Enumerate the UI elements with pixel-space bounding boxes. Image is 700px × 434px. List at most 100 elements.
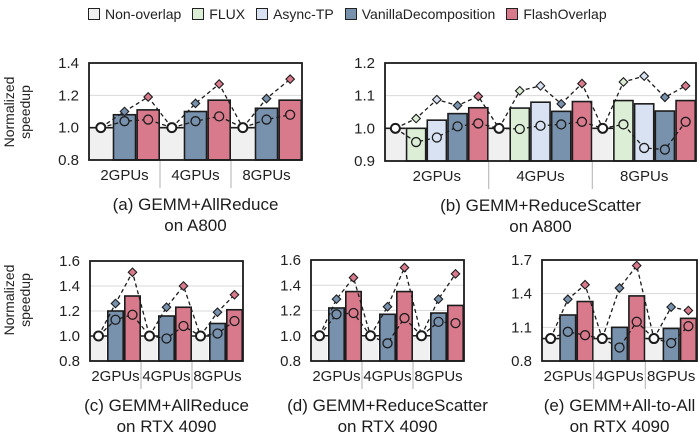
x-tick-label: 2GPUs	[91, 368, 139, 385]
min-marker-circle	[143, 114, 154, 125]
legend-label: Non-overlap	[105, 6, 182, 22]
max-marker-diamond	[576, 78, 587, 89]
bar-vanilladecomposition	[447, 112, 468, 162]
legend-swatch	[256, 8, 269, 20]
bar-flashoverlap	[344, 290, 362, 362]
bar-vanilladecomposition	[378, 313, 396, 362]
max-marker-diamond	[452, 100, 463, 111]
max-dashed-line	[97, 270, 151, 337]
bar-non-overlap	[362, 335, 379, 361]
min-marker-circle	[614, 342, 625, 353]
min-marker-circle	[161, 333, 172, 344]
min-marker-circle	[237, 122, 249, 134]
min-marker-circle	[680, 116, 691, 127]
bar-non-overlap	[542, 338, 559, 361]
x-tick-label: 8GPUs	[193, 368, 241, 385]
bar-non-overlap	[160, 127, 183, 160]
legend-item: FLUX	[192, 6, 245, 22]
bar-non-overlap	[89, 127, 112, 160]
plot-frame	[384, 62, 697, 162]
min-marker-circle	[261, 114, 272, 125]
bar-non-overlap	[488, 128, 509, 161]
min-marker-circle	[545, 333, 557, 345]
x-tick-label: 4GPUs	[142, 368, 190, 385]
chart-c: 0.8 1.0 1.2 1.4 1.6 2GPUs 4GPUs 8GPUs Normalized…	[1, 253, 249, 434]
max-marker-diamond	[433, 294, 444, 305]
y-tick-label: 1.0	[59, 328, 80, 345]
max-marker-diamond	[261, 93, 272, 104]
max-marker-diamond	[382, 301, 393, 312]
max-marker-diamond	[178, 280, 189, 292]
y-tick-label: 1.2	[354, 55, 375, 72]
max-marker-diamond	[161, 302, 172, 313]
x-tick-label: 4GPUs	[171, 167, 219, 184]
x-tick-label: 8GPUs	[414, 368, 462, 385]
min-dashed-line	[242, 114, 291, 129]
bar-vanilladecomposition	[559, 314, 577, 362]
chart-e: 0.8 1.1 1.4 1.7 2GPUs 4GPUs 8GPUs (e) GEMM+All-…	[511, 252, 698, 434]
x-tick-label: 4GPUs	[363, 368, 411, 385]
max-marker-diamond	[631, 260, 642, 271]
bar-flashoverlap	[278, 99, 302, 161]
min-marker-circle	[535, 120, 546, 131]
chart-title: (e) GEMM+All-to-All	[544, 396, 696, 415]
chart-subtitle: on A800	[509, 217, 571, 236]
bar-flashoverlap	[395, 290, 413, 362]
legend-item: Async-TP	[256, 6, 334, 22]
max-dashed-line	[100, 96, 173, 129]
legend-item: FlashOverlap	[506, 6, 607, 22]
y-tick-label: 1.4	[280, 277, 301, 294]
min-marker-circle	[556, 119, 567, 130]
bar-flashoverlap	[207, 99, 231, 161]
min-marker-circle	[399, 312, 410, 324]
chart-title: (b) GEMM+ReduceScatter	[440, 196, 641, 215]
min-marker-circle	[382, 338, 393, 349]
chart-title: (a) GEMM+AllReduce	[113, 195, 279, 214]
y-tick-label: 1.2	[59, 303, 80, 320]
min-marker-circle	[178, 320, 189, 332]
min-marker-circle	[195, 330, 206, 342]
max-marker-diamond	[229, 289, 240, 300]
min-dashed-line	[149, 325, 201, 340]
min-marker-circle	[473, 118, 484, 129]
max-marker-diamond	[473, 91, 484, 102]
max-marker-diamond	[212, 307, 223, 318]
max-marker-diamond	[190, 98, 201, 109]
min-marker-circle	[144, 330, 155, 342]
max-marker-diamond	[431, 94, 442, 105]
legend-swatch	[192, 8, 205, 20]
bar-non-overlap	[141, 336, 158, 361]
max-marker-diamond	[618, 76, 629, 87]
min-marker-circle	[348, 307, 359, 319]
min-marker-circle	[683, 321, 694, 332]
bar-non-overlap	[413, 335, 430, 361]
chart-subtitle: on RTX 4090	[117, 417, 217, 434]
legend-swatch	[88, 8, 100, 20]
bar-flashoverlap	[175, 306, 193, 362]
max-marker-diamond	[110, 298, 121, 309]
min-dashed-line	[318, 312, 372, 337]
x-tick-label: 2GPUs	[100, 167, 148, 184]
y-tick-label: 1.4	[58, 55, 79, 72]
bar-non-overlap	[231, 127, 254, 160]
y-tick-label: 0.8	[58, 152, 79, 169]
y-axis-label-line2: speedup	[17, 85, 33, 139]
y-tick-label: 1.0	[354, 120, 375, 137]
x-tick-label: 2GPUs	[413, 168, 461, 185]
max-marker-diamond	[348, 272, 359, 283]
y-tick-label: 1.6	[280, 252, 301, 269]
bar-flux	[613, 99, 634, 162]
min-dashed-line	[550, 331, 603, 340]
chart-subtitle: on RTX 4090	[338, 417, 438, 434]
min-marker-circle	[666, 337, 677, 349]
legend-item: VanillaDecomposition	[344, 6, 495, 22]
y-tick-label: 1.4	[511, 286, 532, 303]
bar-flashoverlap	[124, 295, 142, 362]
max-marker-diamond	[659, 92, 670, 103]
y-axis-label-line1: Normalized	[1, 265, 17, 336]
min-marker-circle	[127, 309, 138, 320]
max-marker-diamond	[399, 262, 410, 273]
min-marker-circle	[579, 330, 591, 341]
min-marker-circle	[576, 116, 588, 127]
bar-flux	[509, 107, 531, 162]
